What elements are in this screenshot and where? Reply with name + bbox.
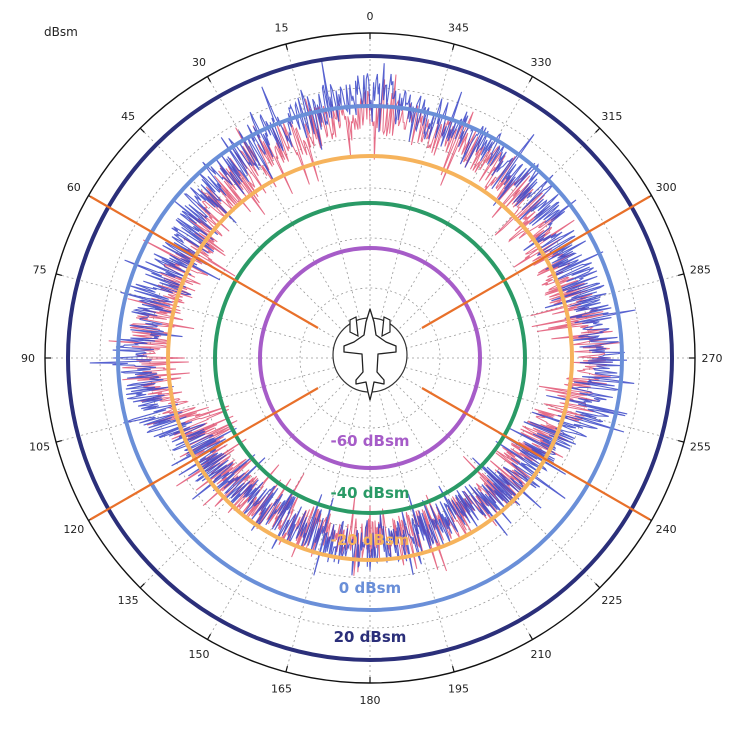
angle-tick-label: 180 <box>360 694 381 707</box>
angle-tick-label: 225 <box>601 594 622 607</box>
grid-ring <box>249 237 491 479</box>
reference-ring-label: -40 dBsm <box>330 484 409 502</box>
angle-tick-mark <box>595 127 601 133</box>
angle-tick-labels: 0 15 30 45 60 75 90 105 120 135 150 165 180 195 210 225… <box>21 10 723 707</box>
angle-tick-mark <box>285 665 289 673</box>
angle-tick-label: 270 <box>702 352 723 365</box>
angle-tick-label: 255 <box>690 441 711 454</box>
grid-spoke <box>55 367 335 443</box>
reference-ring <box>116 104 624 612</box>
angle-tick-label: 75 <box>33 263 47 276</box>
reference-ring <box>258 246 482 470</box>
angle-tick-label: 105 <box>29 441 50 454</box>
angle-tick-mark <box>528 633 534 640</box>
grid-spoke <box>285 393 361 673</box>
angle-tick-mark <box>451 665 455 673</box>
grid-spoke <box>388 76 533 327</box>
angle-tick-label: 240 <box>656 523 677 536</box>
grid-ring <box>149 137 591 579</box>
angle-tick-mark <box>595 583 601 589</box>
aircraft-icon <box>343 308 397 401</box>
sector-line <box>89 387 319 521</box>
angle-tick-label: 150 <box>189 648 210 661</box>
angle-tick-mark <box>139 127 145 133</box>
angle-tick-mark <box>285 43 289 51</box>
angle-tick-label: 120 <box>63 523 84 536</box>
reference-ring-labels: 20 dBsm 0 dBsm -20 dBsm -40 dBsm -60 dBsm <box>330 432 409 646</box>
angle-tick-mark <box>528 76 534 83</box>
angle-tick-label: 315 <box>601 110 622 123</box>
sector-line <box>421 195 651 329</box>
angle-tick-label: 345 <box>448 22 469 35</box>
angle-tick-mark <box>677 439 685 443</box>
angle-tick-label: 30 <box>192 56 206 69</box>
reference-ring <box>213 201 527 515</box>
angle-tick-label: 15 <box>274 22 288 35</box>
reference-ring-label: 20 dBsm <box>334 628 407 646</box>
reference-ring <box>166 154 574 562</box>
grid-ring <box>99 87 641 629</box>
grid-ring <box>299 287 441 429</box>
angle-tick-mark <box>55 273 63 277</box>
grid-spoke <box>395 383 601 589</box>
aircraft-intakes <box>349 316 391 338</box>
reference-ring <box>66 54 674 662</box>
angle-tick-label: 195 <box>448 682 469 695</box>
reference-ring-label: 0 dBsm <box>339 579 401 597</box>
reference-ring-label: -60 dBsm <box>330 432 409 450</box>
grid-spoke <box>405 367 685 443</box>
grid-spoke <box>139 127 345 333</box>
polar-grid <box>44 32 696 684</box>
grid-spoke <box>55 273 335 349</box>
angle-tick-label: 60 <box>67 181 81 194</box>
angle-tick-mark <box>55 439 63 443</box>
angle-tick-mark <box>206 76 212 83</box>
grid-spoke <box>379 43 455 323</box>
unit-label: dBsm <box>44 25 78 39</box>
aircraft-silhouette <box>332 308 408 401</box>
angle-tick-label: 285 <box>690 263 711 276</box>
angle-tick-mark <box>206 633 212 640</box>
angle-tick-label: 135 <box>118 594 139 607</box>
angle-tick-label: 300 <box>656 181 677 194</box>
angle-tick-label: 90 <box>21 352 35 365</box>
reference-ring-label: -20 dBsm <box>330 531 409 549</box>
angle-tick-mark <box>139 583 145 589</box>
grid-spoke <box>207 389 352 640</box>
grid-spoke <box>207 76 352 327</box>
sector-line <box>421 387 651 521</box>
angle-tick-label: 210 <box>531 648 552 661</box>
angle-tick-label: 330 <box>531 56 552 69</box>
angle-tick-mark <box>451 43 455 51</box>
grid-spoke <box>405 273 685 349</box>
angle-tick-label: 45 <box>121 110 135 123</box>
reference-rings <box>66 54 674 662</box>
grid-spoke <box>379 393 455 673</box>
angle-tick-label: 165 <box>271 682 292 695</box>
sector-lines <box>89 195 651 521</box>
sector-line <box>89 195 319 329</box>
grid-spoke <box>388 389 533 640</box>
angle-tick-mark <box>677 273 685 277</box>
angle-tick-label: 0 <box>367 10 374 23</box>
